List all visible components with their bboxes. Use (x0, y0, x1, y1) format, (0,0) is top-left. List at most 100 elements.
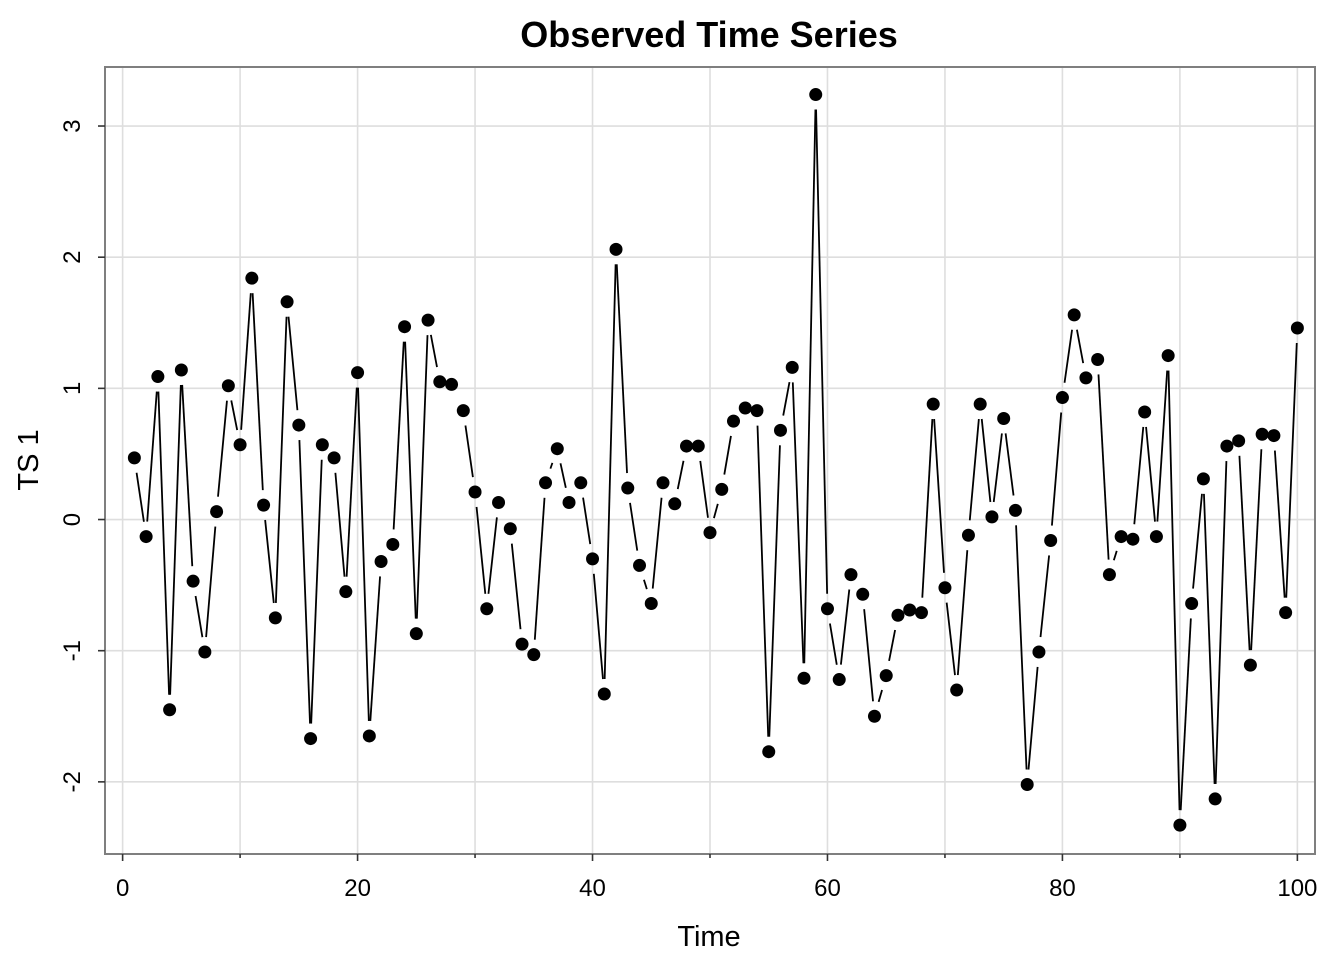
chart-title: Observed Time Series (520, 14, 898, 55)
line-segment (945, 602, 956, 676)
line-segment (839, 589, 851, 665)
line-segment (1015, 525, 1028, 770)
data-point (879, 669, 893, 683)
data-point (903, 603, 917, 617)
x-tick-label: 100 (1277, 875, 1317, 902)
data-point (1032, 645, 1046, 659)
data-point (1020, 777, 1034, 791)
data-point (374, 554, 388, 568)
line-segment (1285, 342, 1298, 598)
x-tick-label: 80 (1049, 875, 1076, 902)
data-point (1044, 534, 1058, 548)
data-point (468, 485, 482, 499)
data-point (750, 404, 764, 418)
data-point (891, 608, 905, 622)
data-point (1067, 308, 1081, 322)
line-segment (205, 526, 217, 638)
data-point (726, 414, 740, 428)
data-point (1243, 658, 1257, 672)
line-segment (217, 400, 228, 497)
data-point (961, 528, 975, 542)
data-point (233, 438, 247, 452)
data-point (1208, 792, 1222, 806)
line-segment (651, 497, 663, 589)
data-point (539, 476, 553, 490)
line-segment (592, 573, 604, 680)
data-point (327, 451, 341, 465)
y-tick-label: 2 (59, 251, 86, 264)
line-segment (1192, 493, 1203, 589)
line-segment (582, 497, 592, 545)
data-point (1138, 405, 1152, 419)
data-point (139, 530, 153, 544)
line-segment (756, 425, 770, 737)
line-segment (863, 609, 874, 702)
line-segment (1214, 461, 1228, 784)
data-point (421, 313, 435, 327)
line-segment (1076, 329, 1085, 364)
data-point (480, 602, 494, 616)
line-segment (1027, 666, 1039, 770)
data-point (151, 370, 165, 384)
data-point (680, 439, 694, 453)
data-point (550, 442, 564, 456)
y-tick-label: -1 (59, 640, 86, 661)
line-segment (1273, 450, 1286, 598)
line-segment (1097, 374, 1110, 560)
line-segment (877, 689, 883, 703)
y-tick-label: 1 (59, 382, 86, 395)
line-segment (803, 109, 817, 664)
line-segment (169, 384, 182, 695)
data-point (773, 423, 787, 437)
data-point (186, 574, 200, 588)
data-point (409, 627, 423, 641)
x-tick-label: 20 (344, 875, 371, 902)
line-segment (968, 418, 980, 521)
line-segment (146, 391, 158, 522)
data-point (1079, 371, 1093, 385)
y-axis-label: TS 1 (13, 429, 45, 490)
data-point (1055, 391, 1069, 405)
line-segment (287, 316, 299, 411)
data-point (1255, 427, 1269, 441)
line-segment (181, 384, 194, 567)
data-point (163, 703, 177, 717)
line-segment (230, 400, 239, 431)
data-point (503, 522, 517, 536)
line-segment (549, 462, 554, 469)
line-segment (643, 579, 648, 590)
line-segment (992, 433, 1003, 503)
line-segment (1156, 370, 1169, 522)
data-point (527, 648, 541, 662)
data-point (1185, 596, 1199, 610)
data-point (174, 363, 188, 377)
data-point (621, 481, 635, 495)
line-segment (615, 264, 628, 474)
line-segment (1145, 426, 1156, 522)
data-point (280, 295, 294, 309)
data-point (339, 585, 353, 599)
line-segment (298, 440, 311, 724)
line-segment (310, 459, 323, 724)
data-point (1161, 349, 1175, 363)
line-segment (768, 445, 781, 737)
line-segment (956, 550, 969, 676)
y-tick-label: 0 (59, 513, 86, 526)
line-segment (404, 341, 417, 619)
data-point (926, 397, 940, 411)
x-axis: 0 20 40 60 80 100 (116, 854, 1317, 902)
data-point (492, 495, 506, 509)
line-segment (533, 497, 546, 640)
line-segment (676, 460, 685, 490)
data-point (985, 510, 999, 524)
data-point (210, 505, 224, 519)
line-segment (274, 316, 288, 603)
data-point (268, 611, 282, 625)
line-segment (1238, 455, 1251, 651)
data-point (644, 596, 658, 610)
line-segment (1004, 433, 1015, 496)
y-tick-label: -2 (59, 771, 86, 792)
data-point (1220, 439, 1234, 453)
data-point (597, 687, 611, 701)
data-point (997, 412, 1011, 426)
